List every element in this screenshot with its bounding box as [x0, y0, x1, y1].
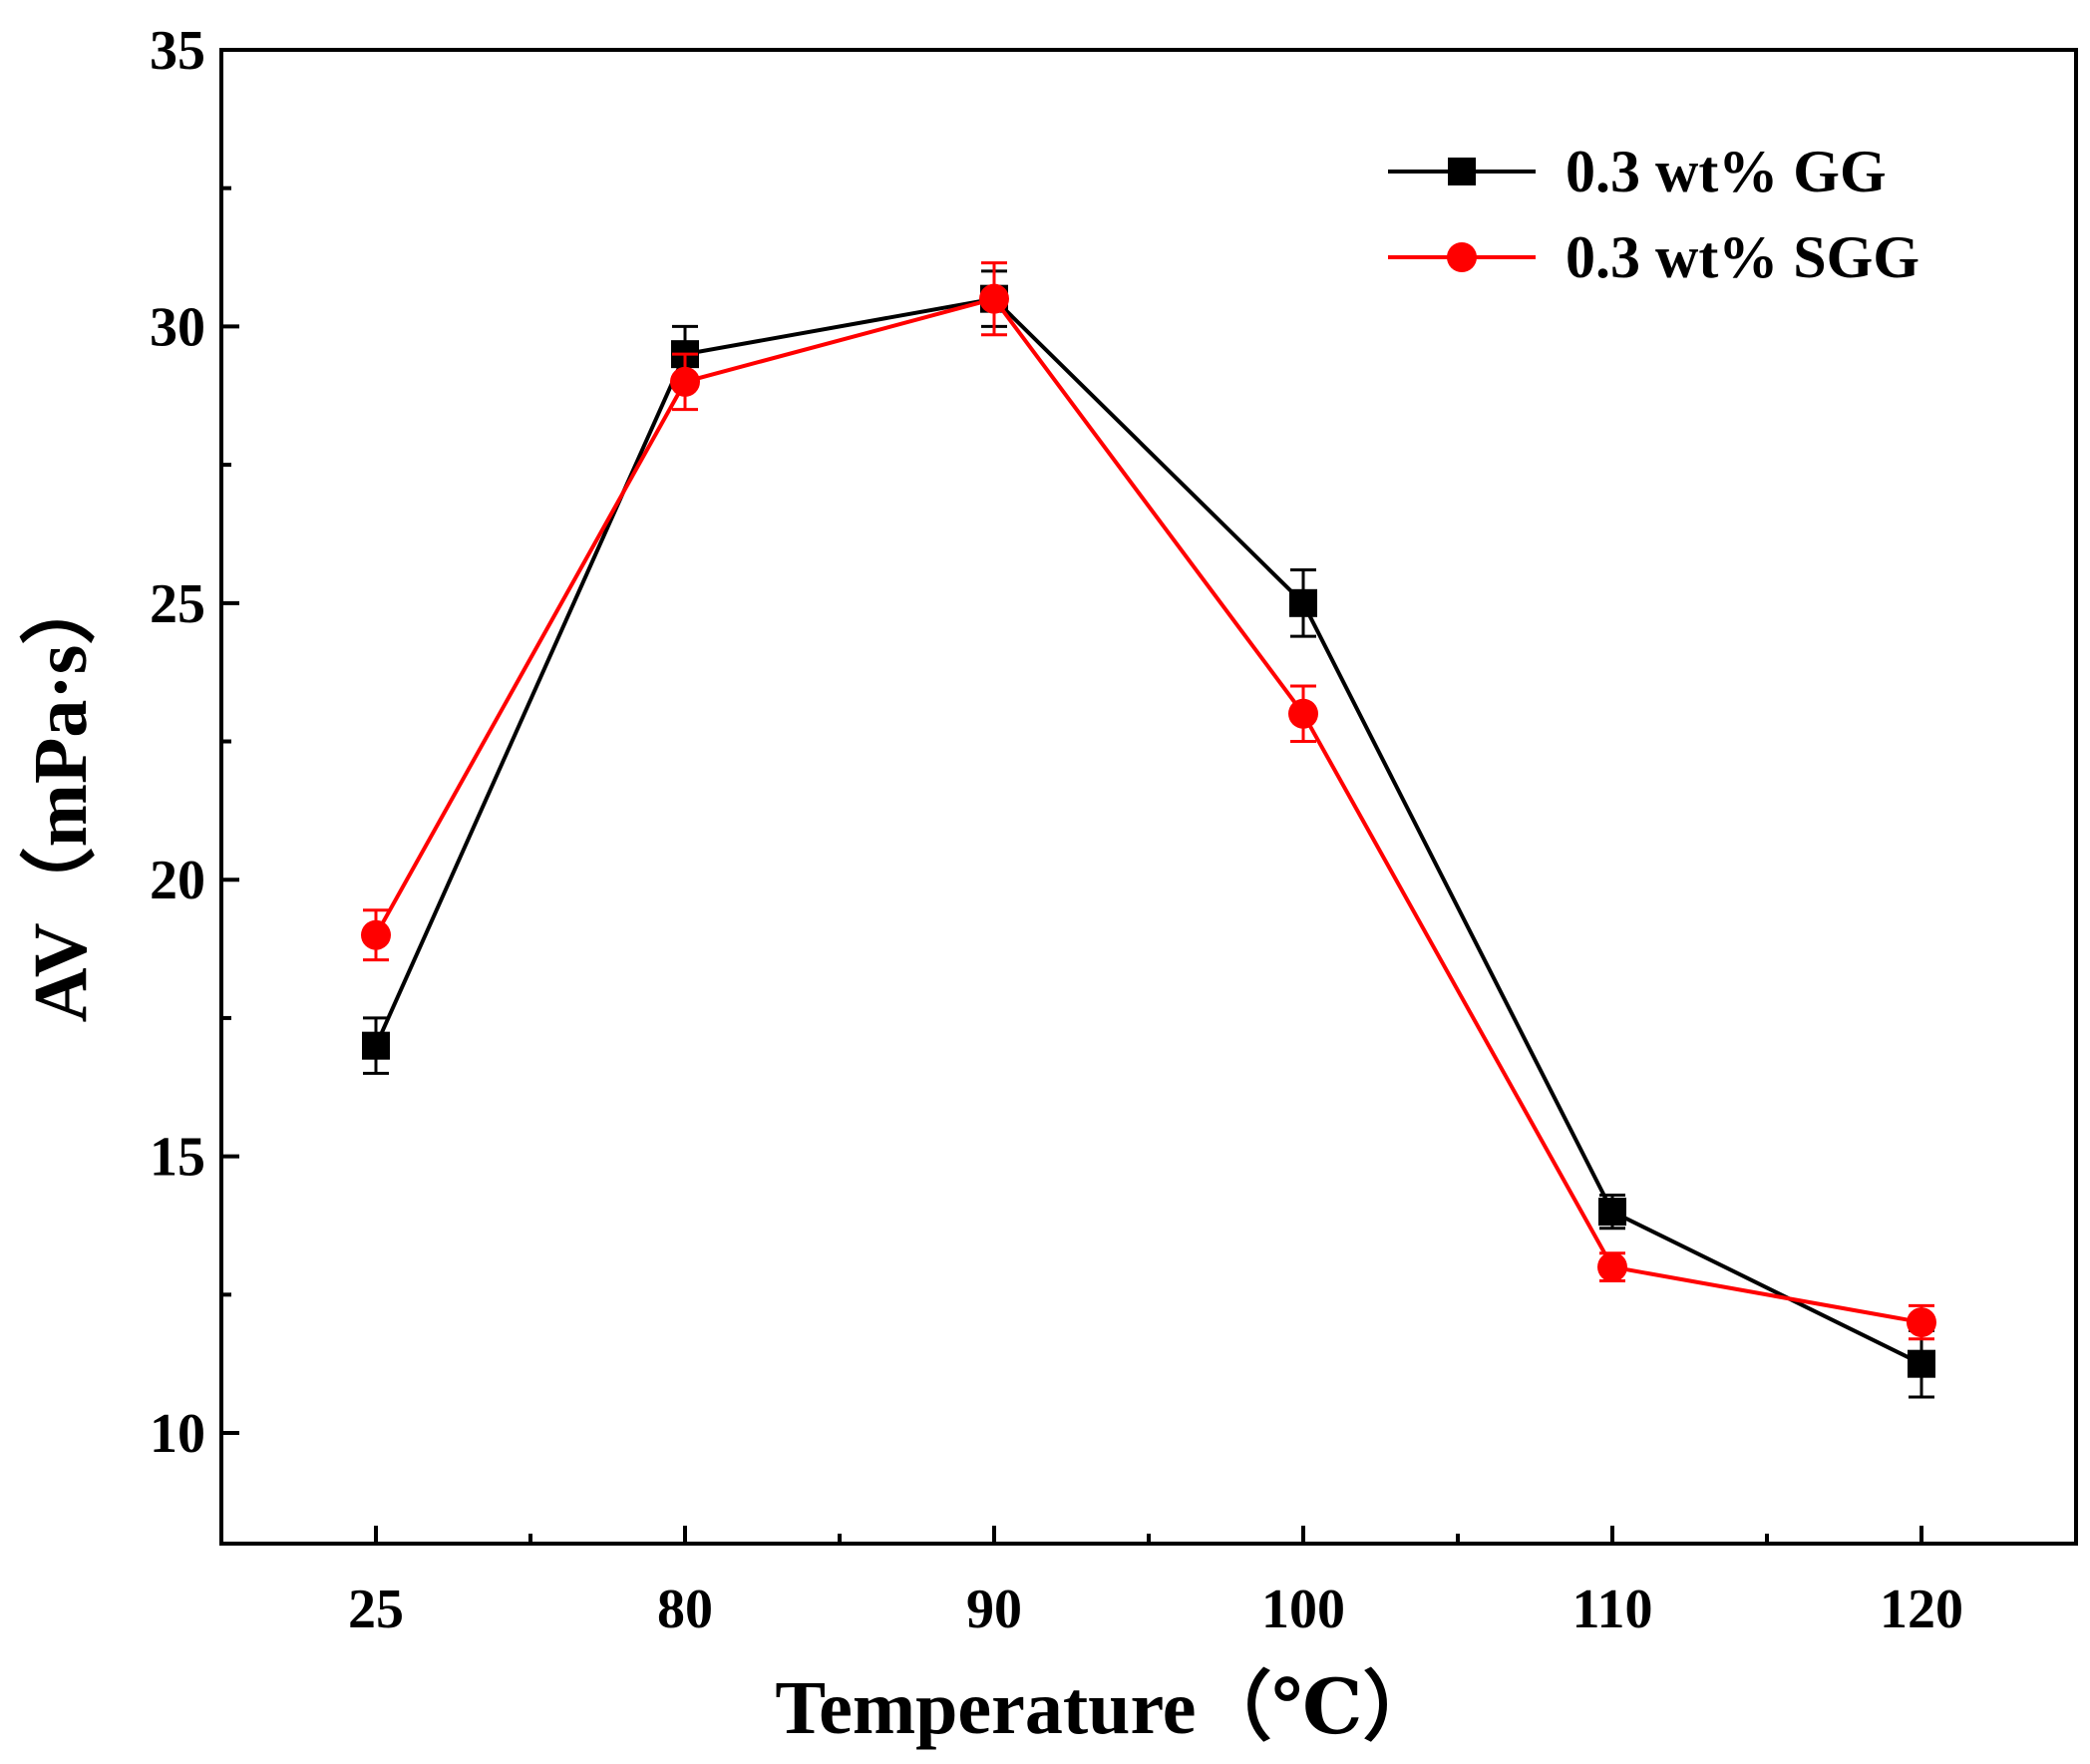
data-point: [362, 1031, 390, 1060]
data-point: [979, 283, 1009, 314]
data-point: [1288, 698, 1318, 729]
data-point: [361, 919, 391, 950]
x-tick-label: 110: [1572, 1579, 1653, 1640]
x-axis: 25 80 90 100 110 120: [348, 1526, 1963, 1640]
y-tick-label: 35: [150, 20, 205, 82]
legend: 0.3 wt% GG 0.3 wt% SGG: [1388, 139, 1919, 290]
y-tick-label: 10: [150, 1403, 205, 1465]
legend-item: 0.3 wt% GG: [1388, 139, 1887, 204]
x-tick-label: 90: [966, 1579, 1022, 1640]
y-tick-label: 20: [150, 850, 205, 911]
data-point: [1598, 1198, 1626, 1227]
data-point: [1289, 588, 1317, 617]
legend-label: 0.3 wt% GG: [1566, 139, 1887, 204]
data-point: [1597, 1251, 1627, 1282]
legend-item: 0.3 wt% SGG: [1388, 224, 1919, 290]
y-tick-label: 30: [150, 296, 205, 358]
legend-label: 0.3 wt% SGG: [1566, 224, 1919, 290]
y-axis-title: AV（mPa·s）: [19, 569, 103, 1023]
x-tick-label: 25: [348, 1579, 404, 1640]
x-tick-label: 120: [1880, 1579, 1963, 1640]
data-point: [1907, 1307, 1936, 1338]
legend-marker: [1448, 158, 1476, 185]
y-tick-label: 25: [150, 573, 205, 635]
data-point: [1908, 1349, 1935, 1378]
x-tick-label: 80: [657, 1579, 713, 1640]
series-gg: [362, 269, 1935, 1399]
x-tick-label: 100: [1261, 1579, 1345, 1640]
legend-marker: [1447, 242, 1477, 272]
series-layer: [361, 261, 1936, 1399]
x-axis-title: Temperature（℃）: [775, 1666, 1438, 1750]
series-line: [374, 296, 1922, 1366]
series-line: [374, 296, 1922, 1325]
data-point: [670, 366, 700, 397]
y-axis: 10 15 20 25 30 35: [150, 20, 239, 1465]
y-tick-label: 15: [150, 1127, 205, 1189]
series-sgg: [361, 261, 1936, 1341]
